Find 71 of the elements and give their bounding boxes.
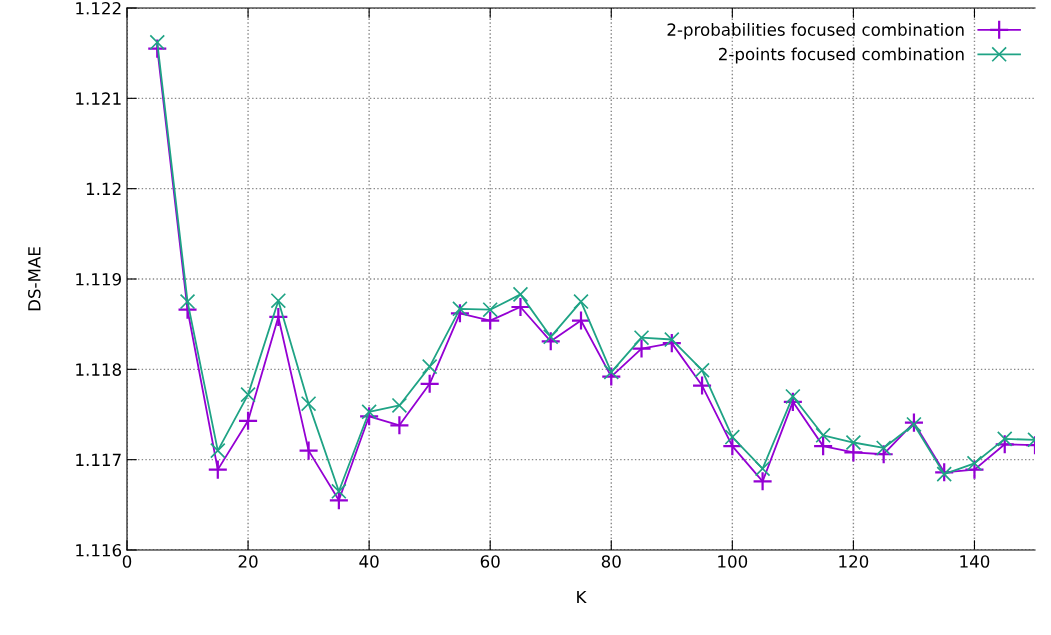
point: [359, 406, 380, 427]
point: [540, 331, 561, 352]
point: [815, 427, 831, 444]
y-tick-label: 1.121: [76, 92, 121, 105]
point: [964, 459, 985, 480]
x-tick-label: 0: [122, 555, 132, 568]
point: [754, 460, 771, 477]
point: [419, 373, 440, 394]
y-tick-label: 1.118: [76, 363, 121, 376]
point: [149, 34, 166, 51]
point: [664, 331, 680, 348]
y-tick-label: 1.116: [76, 543, 122, 557]
y-tick-label: 1.12: [86, 182, 121, 195]
x-tick-label: 100: [718, 555, 748, 568]
y-tick-label: 1.117: [76, 453, 121, 466]
y-tick-label: 1.119: [76, 272, 121, 286]
point: [328, 490, 349, 511]
point: [601, 366, 622, 387]
point: [480, 310, 501, 331]
point: [994, 434, 1015, 455]
point: [331, 483, 347, 500]
point: [570, 310, 592, 331]
x-tick-label: 140: [960, 555, 990, 568]
point: [724, 429, 741, 445]
point: [179, 293, 196, 310]
legend-label: 2-points focused combination: [719, 47, 964, 64]
point: [813, 435, 834, 457]
point: [845, 434, 862, 451]
point: [237, 410, 259, 431]
point: [875, 440, 892, 456]
point: [873, 444, 894, 465]
point: [694, 362, 710, 379]
point: [996, 431, 1013, 447]
point: [510, 296, 531, 318]
x-tick-label: 40: [359, 555, 379, 568]
point: [661, 333, 682, 354]
point: [210, 442, 226, 459]
x-axis-title: K: [577, 590, 587, 604]
point: [573, 293, 589, 310]
y-axis-title: DS-MAE: [28, 247, 41, 311]
point: [389, 415, 410, 436]
point: [782, 391, 803, 412]
point: [391, 397, 408, 414]
point: [268, 306, 289, 328]
x-tick-label: 20: [238, 555, 258, 568]
point: [270, 292, 287, 309]
point: [298, 440, 319, 461]
y-tick-label: 1.122: [76, 1, 121, 15]
legend-label: 2-probabilities focused combination: [667, 23, 964, 40]
point: [300, 395, 317, 412]
point: [449, 303, 471, 324]
point: [542, 329, 559, 345]
point: [843, 442, 864, 463]
point: [966, 455, 983, 472]
point: [633, 329, 650, 346]
point: [207, 459, 228, 480]
x-tick-label: 60: [480, 555, 500, 568]
point: [691, 375, 713, 396]
point: [240, 386, 256, 403]
point: [452, 301, 468, 317]
point: [631, 338, 652, 359]
point: [361, 404, 377, 420]
point: [482, 301, 498, 318]
point: [147, 38, 168, 59]
point: [421, 358, 438, 375]
point: [752, 471, 773, 492]
x-tick-label: 80: [601, 555, 621, 568]
point: [785, 388, 801, 405]
x-tick-label: 120: [839, 555, 869, 568]
point: [603, 364, 620, 380]
point: [512, 286, 529, 303]
